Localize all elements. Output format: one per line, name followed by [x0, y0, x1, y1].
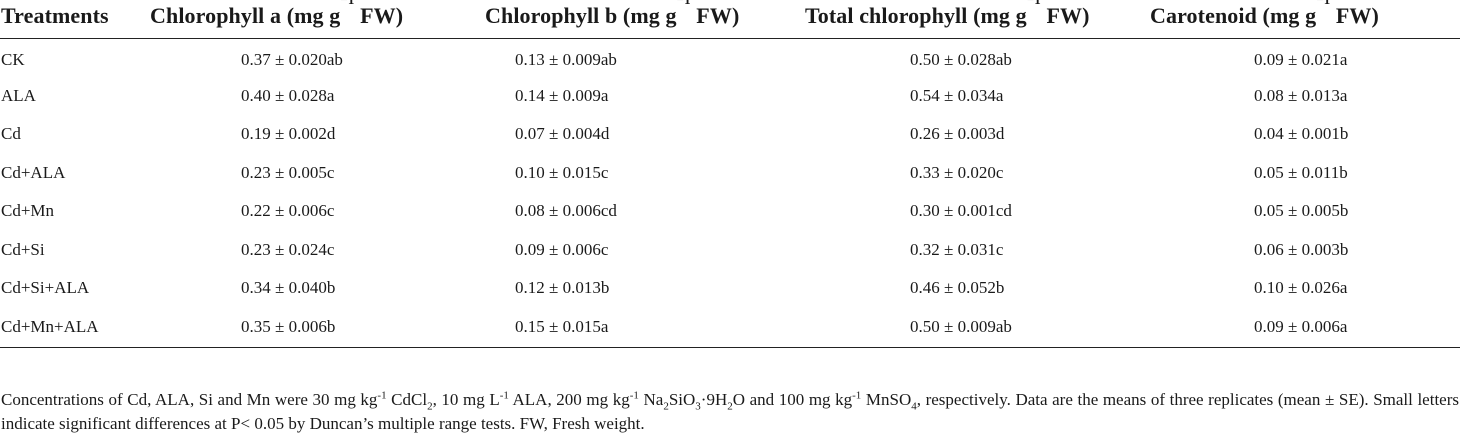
cell-treatment: ALA	[1, 85, 36, 105]
cell-total-chlorophyll: 0.50 ± 0.028ab	[910, 49, 1012, 69]
header-row: Treatments Chlorophyll a (mg g−1 FW) Chl…	[0, 0, 1460, 39]
header-text: Carotenoid (mg g	[1150, 2, 1317, 28]
header-chlorophyll-b: Chlorophyll b (mg g−1 FW)	[485, 0, 805, 39]
table-body: CK 0.37 ± 0.020ab 0.13 ± 0.009ab 0.50 ± …	[0, 38, 1460, 348]
header-total-chlorophyll: Total chlorophyll (mg g−1 FW)	[805, 0, 1150, 39]
chlorophyll-table: Treatments Chlorophyll a (mg g−1 FW) Chl…	[0, 0, 1460, 348]
cell-carotenoid: 0.08 ± 0.013a	[1254, 85, 1348, 105]
header-text-unit: FW)	[354, 2, 404, 28]
footnote-subscript: 2	[727, 400, 733, 413]
cell-chlorophyll-a: 0.23 ± 0.024c	[241, 239, 335, 259]
cell-chlorophyll-a: 0.40 ± 0.028a	[241, 85, 335, 105]
cell-carotenoid: 0.06 ± 0.003b	[1254, 239, 1349, 259]
cell-chlorophyll-a: 0.34 ± 0.040b	[241, 278, 336, 298]
cell-carotenoid: 0.05 ± 0.005b	[1254, 201, 1349, 221]
cell-total-chlorophyll: 0.33 ± 0.020c	[910, 162, 1004, 182]
footnote-superscript: -1	[852, 389, 862, 402]
footnote-text: , 10 mg L	[432, 390, 500, 409]
header-superscript: −1	[1316, 0, 1330, 7]
cell-carotenoid: 0.09 ± 0.006a	[1150, 307, 1460, 348]
header-text: Total chlorophyll (mg g	[805, 2, 1027, 28]
cell-chlorophyll-a: 0.22 ± 0.006c	[241, 201, 335, 221]
footnote-text: ALA, 200 mg kg	[508, 390, 630, 409]
table-row: ALA 0.40 ± 0.028a 0.14 ± 0.009a 0.54 ± 0…	[0, 77, 1460, 116]
header-carotenoid: Carotenoid (mg g−1 FW)	[1150, 0, 1460, 39]
table-row: Cd+Si 0.23 ± 0.024c 0.09 ± 0.006c 0.32 ±…	[0, 231, 1460, 270]
header-chlorophyll-a: Chlorophyll a (mg g−1 FW)	[150, 0, 485, 39]
cell-chlorophyll-a: 0.35 ± 0.006b	[150, 307, 485, 348]
footnote-text: Concentrations of Cd, ALA, Si and Mn wer…	[1, 390, 378, 409]
cell-chlorophyll-a: 0.19 ± 0.002d	[241, 124, 336, 144]
cell-treatment: Cd+ALA	[1, 162, 66, 182]
footnote-text: , respectively. Data are the means of th…	[1, 390, 1459, 433]
footnote-text: CdCl	[386, 390, 428, 409]
footnote-superscript: -1	[629, 389, 639, 402]
footnote-text: O and 100 mg kg	[732, 390, 853, 409]
footnote-superscript: -1	[499, 389, 509, 402]
footnote-subscript: 3	[695, 400, 701, 413]
table-row: Cd+ALA 0.23 ± 0.005c 0.10 ± 0.015c 0.33 …	[0, 154, 1460, 193]
header-text: Treatments	[1, 2, 109, 28]
cell-chlorophyll-b: 0.09 ± 0.006c	[515, 239, 609, 259]
cell-treatment: Cd+Si	[1, 239, 45, 259]
cell-chlorophyll-b: 0.08 ± 0.006cd	[515, 201, 617, 221]
cell-chlorophyll-a: 0.37 ± 0.020ab	[241, 49, 343, 69]
cell-chlorophyll-b: 0.10 ± 0.015c	[515, 162, 609, 182]
header-text: Chlorophyll a (mg g	[150, 2, 341, 28]
footnote-subscript: 4	[911, 400, 917, 413]
footnote-text: ·9H	[700, 390, 728, 409]
header-superscript: −1	[677, 0, 691, 7]
cell-treatment: Cd+Si+ALA	[1, 278, 90, 298]
cell-total-chlorophyll: 0.46 ± 0.052b	[910, 278, 1005, 298]
header-text: Chlorophyll b (mg g	[485, 2, 677, 28]
footnote-subscript: 2	[427, 400, 433, 413]
cell-total-chlorophyll: 0.50 ± 0.009ab	[805, 307, 1150, 348]
cell-total-chlorophyll: 0.32 ± 0.031c	[910, 239, 1004, 259]
cell-carotenoid: 0.09 ± 0.021a	[1254, 49, 1348, 69]
cell-chlorophyll-b: 0.14 ± 0.009a	[515, 85, 609, 105]
table-row: Cd+Mn+ALA 0.35 ± 0.006b 0.15 ± 0.015a 0.…	[0, 307, 1460, 348]
table-footnote: Concentrations of Cd, ALA, Si and Mn wer…	[1, 388, 1459, 436]
cell-carotenoid: 0.04 ± 0.001b	[1254, 124, 1349, 144]
footnote-text: Na	[638, 390, 664, 409]
footnote-text: MnSO	[861, 390, 912, 409]
footnote-subscript: 2	[663, 400, 669, 413]
header-superscript: −1	[340, 0, 354, 7]
cell-total-chlorophyll: 0.26 ± 0.003d	[910, 124, 1005, 144]
footnote-text: SiO	[668, 390, 696, 409]
table-row: Cd 0.19 ± 0.002d 0.07 ± 0.004d 0.26 ± 0.…	[0, 115, 1460, 154]
cell-chlorophyll-b: 0.13 ± 0.009ab	[515, 49, 617, 69]
cell-total-chlorophyll: 0.54 ± 0.034a	[910, 85, 1004, 105]
cell-carotenoid: 0.05 ± 0.011b	[1254, 162, 1348, 182]
header-treatments: Treatments	[0, 0, 150, 39]
data-table-container: Treatments Chlorophyll a (mg g−1 FW) Chl…	[0, 0, 1460, 348]
table-row: Cd+Mn 0.22 ± 0.006c 0.08 ± 0.006cd 0.30 …	[0, 192, 1460, 231]
table-row: Cd+Si+ALA 0.34 ± 0.040b 0.12 ± 0.013b 0.…	[0, 269, 1460, 308]
cell-chlorophyll-a: 0.23 ± 0.005c	[241, 162, 335, 182]
cell-treatment: CK	[1, 49, 25, 69]
table-header: Treatments Chlorophyll a (mg g−1 FW) Chl…	[0, 0, 1460, 39]
cell-total-chlorophyll: 0.30 ± 0.001cd	[910, 201, 1012, 221]
cell-treatment: Cd+Mn+ALA	[0, 307, 150, 348]
cell-chlorophyll-b: 0.12 ± 0.013b	[515, 278, 610, 298]
cell-treatment: Cd+Mn	[1, 201, 55, 221]
header-superscript: −1	[1027, 0, 1041, 7]
table-row: CK 0.37 ± 0.020ab 0.13 ± 0.009ab 0.50 ± …	[0, 38, 1460, 77]
cell-chlorophyll-b: 0.15 ± 0.015a	[485, 307, 805, 348]
footnote-superscript: -1	[377, 389, 387, 402]
header-text-unit: FW)	[690, 2, 740, 28]
cell-carotenoid: 0.10 ± 0.026a	[1254, 278, 1348, 298]
cell-chlorophyll-b: 0.07 ± 0.004d	[515, 124, 610, 144]
cell-treatment: Cd	[1, 124, 21, 144]
header-text-unit: FW)	[1040, 2, 1090, 28]
header-text-unit: FW)	[1330, 2, 1379, 28]
